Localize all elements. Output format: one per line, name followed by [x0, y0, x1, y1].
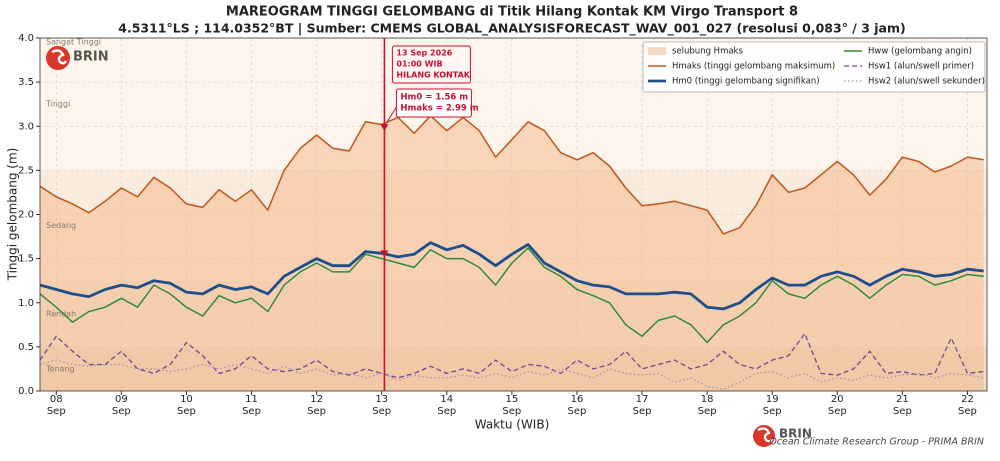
y-tick-label: 0.5 [18, 342, 34, 353]
event-text: HILANG KONTAK [396, 71, 470, 80]
y-tick-label: 3.5 [18, 77, 34, 88]
x-tick-label: 22 Sep [958, 394, 977, 417]
zone-label: Sedang [46, 221, 76, 230]
legend-swatch [648, 47, 666, 55]
event-marker [380, 124, 389, 132]
zone-label: Sangat Tinggi [46, 38, 101, 47]
y-tick-label: 4.0 [18, 33, 34, 44]
x-axis-label: Waktu (WIB) [475, 418, 550, 432]
series-line [40, 359, 984, 390]
legend-label: Hmaks (tinggi gelombang maksimum) [672, 62, 835, 72]
logo-swirl [51, 49, 68, 65]
chart-subtitle: 4.5311°LS ; 114.0352°BT | Sumber: CMEMS … [118, 21, 905, 37]
x-tick-label: 11 Sep [242, 394, 261, 417]
event-text: 01:00 WIB [396, 60, 442, 69]
zone-label: Tenang [45, 364, 75, 373]
legend: selubung Hmaks Hmaks (tinggi gelombang ma… [642, 41, 986, 93]
legend-label: selubung Hmaks [672, 47, 743, 57]
x-tick-label: 17 Sep [632, 394, 652, 417]
y-tick-label: 1.0 [18, 298, 34, 309]
legend-label: Hsw1 (alun/swell primer) [868, 62, 974, 72]
y-axis-label: Tinggi gelombang (m) [6, 148, 20, 282]
legend-label: Hm0 (tinggi gelombang signifikan) [672, 77, 820, 87]
x-tick-label: 13 Sep [372, 394, 392, 417]
legend-label: Hww (gelombang angin) [868, 47, 972, 57]
event-text: 13 Sep 2026 [396, 49, 452, 58]
x-tick-label: 15 Sep [502, 394, 522, 417]
chart-title: MAREOGRAM TINGGI GELOMBANG di Titik Hila… [226, 5, 798, 20]
x-tick-label: 08 Sep [46, 394, 66, 417]
x-tick-label: 20 Sep [827, 394, 847, 417]
x-tick-label: 09 Sep [111, 394, 131, 417]
plot-frame [39, 37, 988, 392]
overlay: 13 Sep 2026 01:00 WIB HILANG KONTAK Hm0 = 1… [380, 38, 986, 391]
event-value-text: Hm0 = 1.56 m [400, 93, 468, 103]
logo-text: BRIN [73, 50, 109, 65]
y-tick-label: 3.0 [18, 121, 34, 132]
event-marker [380, 250, 389, 258]
x-tick-label: 18 Sep [697, 394, 717, 417]
footer-logo: BRIN [753, 425, 812, 447]
legend-box [642, 41, 986, 93]
y-tick-label: 0.0 [18, 386, 34, 397]
credit: Ocean Climate Research Group - PRIMA BRI… [769, 437, 984, 448]
x-tick-label: 14 Sep [437, 394, 457, 417]
x-tick-label: 21 Sep [892, 394, 912, 417]
series-line [40, 114, 984, 235]
logo-text: BRIN [779, 427, 812, 441]
legend-label: Hsw2 (alun/swell sekunder) [868, 77, 985, 87]
event-value-box [395, 88, 472, 118]
event-box [391, 45, 471, 84]
x-tick-label: 19 Sep [762, 394, 782, 417]
series-line [40, 241, 984, 311]
logo: BRIN [46, 46, 109, 70]
series-line [40, 247, 984, 344]
x-tick-label: 12 Sep [307, 394, 327, 417]
x-tick-label: 10 Sep [177, 394, 196, 417]
zone-label: Rendah [46, 309, 76, 318]
x-tick-label: 16 Sep [567, 394, 587, 417]
y-tick-label: 1.5 [18, 254, 34, 265]
y-tick-label: 2.5 [18, 165, 34, 176]
series-line [40, 332, 984, 379]
logo-swirl [757, 427, 774, 443]
y-tick-label: 2.0 [18, 210, 34, 221]
zone-band [40, 346, 987, 391]
event-arrow [385, 106, 397, 124]
event-value-text: Hmaks = 2.99 m [400, 104, 478, 114]
zone-label: Tinggi [45, 100, 70, 109]
